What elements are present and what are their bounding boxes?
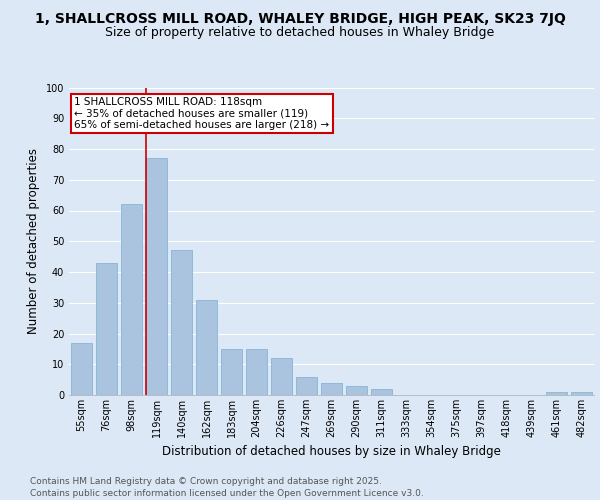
Text: Contains HM Land Registry data © Crown copyright and database right 2025.
Contai: Contains HM Land Registry data © Crown c… <box>30 476 424 498</box>
Bar <box>71 342 92 395</box>
Bar <box>346 386 367 395</box>
X-axis label: Distribution of detached houses by size in Whaley Bridge: Distribution of detached houses by size … <box>162 446 501 458</box>
Bar <box>171 250 192 395</box>
Bar <box>196 300 217 395</box>
Y-axis label: Number of detached properties: Number of detached properties <box>27 148 40 334</box>
Bar <box>221 349 242 395</box>
Bar <box>546 392 567 395</box>
Bar <box>321 382 342 395</box>
Bar <box>371 389 392 395</box>
Bar <box>96 263 117 395</box>
Bar <box>296 376 317 395</box>
Text: 1 SHALLCROSS MILL ROAD: 118sqm
← 35% of detached houses are smaller (119)
65% of: 1 SHALLCROSS MILL ROAD: 118sqm ← 35% of … <box>74 96 329 130</box>
Bar <box>121 204 142 395</box>
Bar <box>246 349 267 395</box>
Text: 1, SHALLCROSS MILL ROAD, WHALEY BRIDGE, HIGH PEAK, SK23 7JQ: 1, SHALLCROSS MILL ROAD, WHALEY BRIDGE, … <box>35 12 565 26</box>
Bar <box>571 392 592 395</box>
Text: Size of property relative to detached houses in Whaley Bridge: Size of property relative to detached ho… <box>106 26 494 39</box>
Bar <box>271 358 292 395</box>
Bar <box>146 158 167 395</box>
